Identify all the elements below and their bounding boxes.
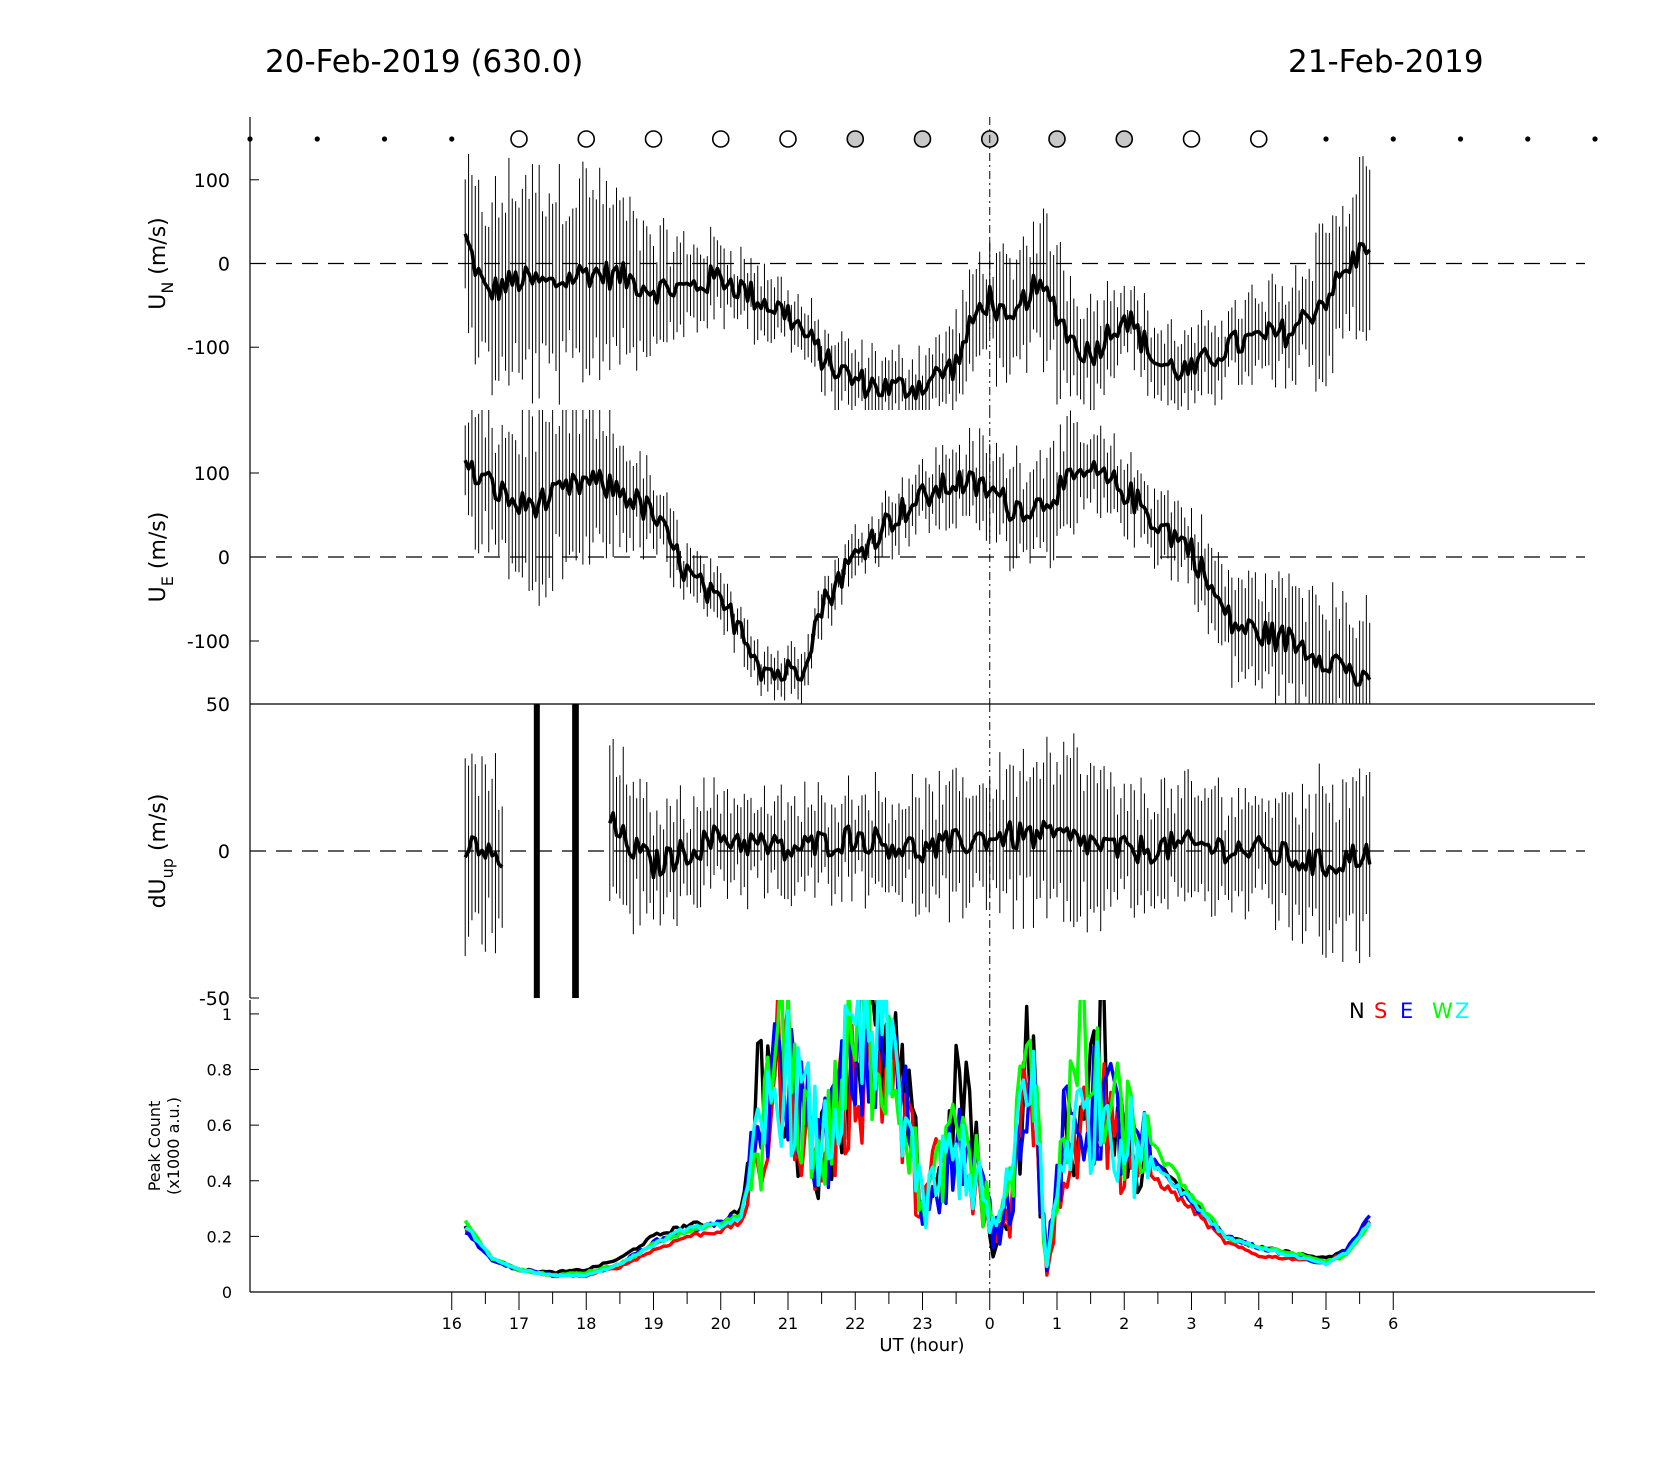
legend-entry-s: S bbox=[1374, 999, 1387, 1023]
y-tick-label: 0 bbox=[218, 841, 230, 863]
x-tick-label: 21 bbox=[778, 1314, 798, 1333]
y-tick-label: 100 bbox=[194, 170, 230, 192]
marker-open-circle bbox=[577, 130, 596, 148]
x-tick-label: 16 bbox=[442, 1314, 462, 1333]
x-tick-label: 6 bbox=[1388, 1314, 1398, 1333]
legend-entry-e: E bbox=[1400, 999, 1413, 1023]
x-tick-label: 2 bbox=[1119, 1314, 1129, 1333]
date-title-right: 21-Feb-2019 bbox=[1288, 44, 1484, 80]
panel-un: 100 0 -100 UN (m/s) bbox=[146, 117, 1585, 410]
y-tick-label: -100 bbox=[187, 631, 230, 653]
data-layer bbox=[463, 153, 1372, 410]
marker-dot bbox=[1592, 136, 1598, 142]
x-tick-label: 19 bbox=[643, 1314, 663, 1333]
x-axis: 16 17 18 19 20 21 22 23 0 1 2 3 4 5 6UT (hour) bbox=[442, 1292, 1398, 1356]
marker-dot bbox=[1457, 136, 1464, 142]
y-tick-label: 0.6 bbox=[207, 1116, 232, 1135]
panel-ue: 100 0 -100 UE (m/s) bbox=[146, 410, 1585, 704]
y-tick-label: -100 bbox=[187, 337, 230, 359]
wind-series-line bbox=[463, 233, 1372, 401]
x-tick-label: 0 bbox=[985, 1314, 995, 1333]
marker-dot bbox=[1525, 136, 1531, 142]
series-line-s bbox=[464, 1000, 1372, 1279]
y-tick-label: 50 bbox=[206, 694, 230, 716]
legend-entry-w: W bbox=[1432, 999, 1453, 1023]
marker-open-circle bbox=[510, 130, 528, 148]
marker-dot bbox=[314, 136, 320, 142]
y-tick-label: 1 bbox=[222, 1005, 232, 1024]
data-layer bbox=[463, 410, 1372, 704]
legend-entry-z: Z bbox=[1455, 999, 1469, 1023]
marker-open-circle bbox=[1182, 130, 1201, 148]
marker-open-circle bbox=[644, 130, 663, 148]
marker-grey-circle bbox=[1048, 130, 1066, 148]
wind-series-line bbox=[463, 459, 1372, 687]
y-axis-label: UN (m/s) bbox=[146, 217, 177, 310]
y-tick-label: 0 bbox=[218, 254, 230, 276]
x-tick-label: 22 bbox=[845, 1314, 865, 1333]
y-axis-label-units: (x1000 a.u.) bbox=[164, 1097, 183, 1195]
series-line-n bbox=[463, 1000, 1370, 1275]
y-tick-label: 100 bbox=[194, 463, 230, 485]
y-tick-label: 0.2 bbox=[207, 1227, 232, 1246]
marker-dot bbox=[449, 136, 455, 142]
y-axis-label: dUup (m/s) bbox=[146, 794, 177, 909]
wind-series-line bbox=[463, 811, 1372, 880]
marker-dot bbox=[1323, 136, 1329, 142]
panel-duup: 50 0 -50 dUup (m/s) bbox=[146, 694, 1595, 1010]
x-axis-label: UT (hour) bbox=[879, 1335, 964, 1356]
marker-grey-circle bbox=[846, 130, 865, 148]
y-tick-label: 0.8 bbox=[207, 1061, 232, 1080]
y-axis-label: UE (m/s) bbox=[146, 512, 177, 603]
legend-entry-n: N bbox=[1349, 999, 1365, 1023]
x-tick-label: 20 bbox=[711, 1314, 731, 1333]
data-layer bbox=[463, 704, 1372, 998]
x-tick-label: 17 bbox=[509, 1314, 529, 1333]
y-tick-label: 0 bbox=[222, 1283, 232, 1302]
x-tick-label: 3 bbox=[1186, 1314, 1196, 1333]
x-tick-label: 4 bbox=[1254, 1314, 1264, 1333]
status-marker-row bbox=[247, 130, 1598, 148]
series-line-z bbox=[464, 1000, 1372, 1278]
x-tick-label: 23 bbox=[912, 1314, 932, 1333]
y-tick-label: -50 bbox=[199, 988, 230, 1010]
data-layer bbox=[463, 1000, 1372, 1279]
marker-dot bbox=[1390, 136, 1396, 142]
marker-grey-circle bbox=[913, 130, 932, 148]
x-tick-label: 1 bbox=[1052, 1314, 1062, 1333]
y-axis-label: Peak Count bbox=[145, 1101, 164, 1192]
marker-open-circle bbox=[1249, 130, 1268, 148]
marker-dot bbox=[381, 136, 388, 142]
marker-open-circle bbox=[779, 130, 797, 148]
panel-peak-count: 0 0.2 0.4 0.6 0.8 1 Peak Count (x1000 a.u.) N S E W… bbox=[145, 999, 1595, 1302]
y-tick-label: 0.4 bbox=[207, 1172, 232, 1191]
y-tick-label: 0 bbox=[218, 547, 230, 569]
date-title-left: 20-Feb-2019 (630.0) bbox=[265, 44, 584, 80]
x-tick-label: 18 bbox=[576, 1314, 596, 1333]
marker-grey-circle bbox=[1115, 130, 1134, 148]
x-tick-label: 5 bbox=[1321, 1314, 1331, 1333]
marker-open-circle bbox=[711, 130, 730, 148]
